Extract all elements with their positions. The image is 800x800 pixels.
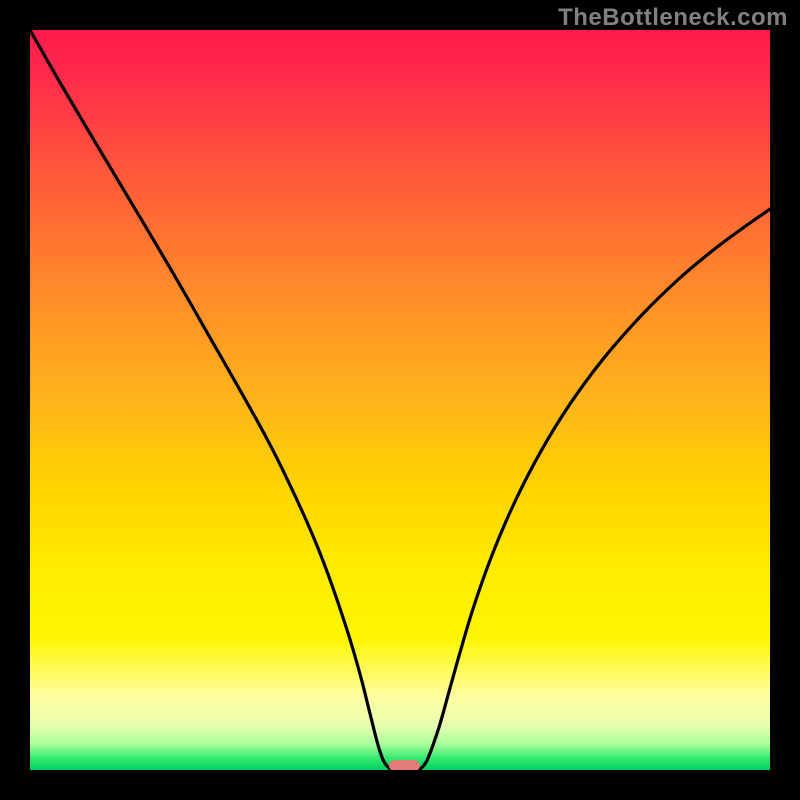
bottleneck-chart	[30, 30, 770, 770]
outer-frame: TheBottleneck.com	[0, 0, 800, 800]
gradient-background	[30, 30, 770, 770]
watermark-text: TheBottleneck.com	[558, 4, 788, 32]
plot-area	[30, 30, 770, 770]
optimum-marker	[389, 760, 420, 770]
